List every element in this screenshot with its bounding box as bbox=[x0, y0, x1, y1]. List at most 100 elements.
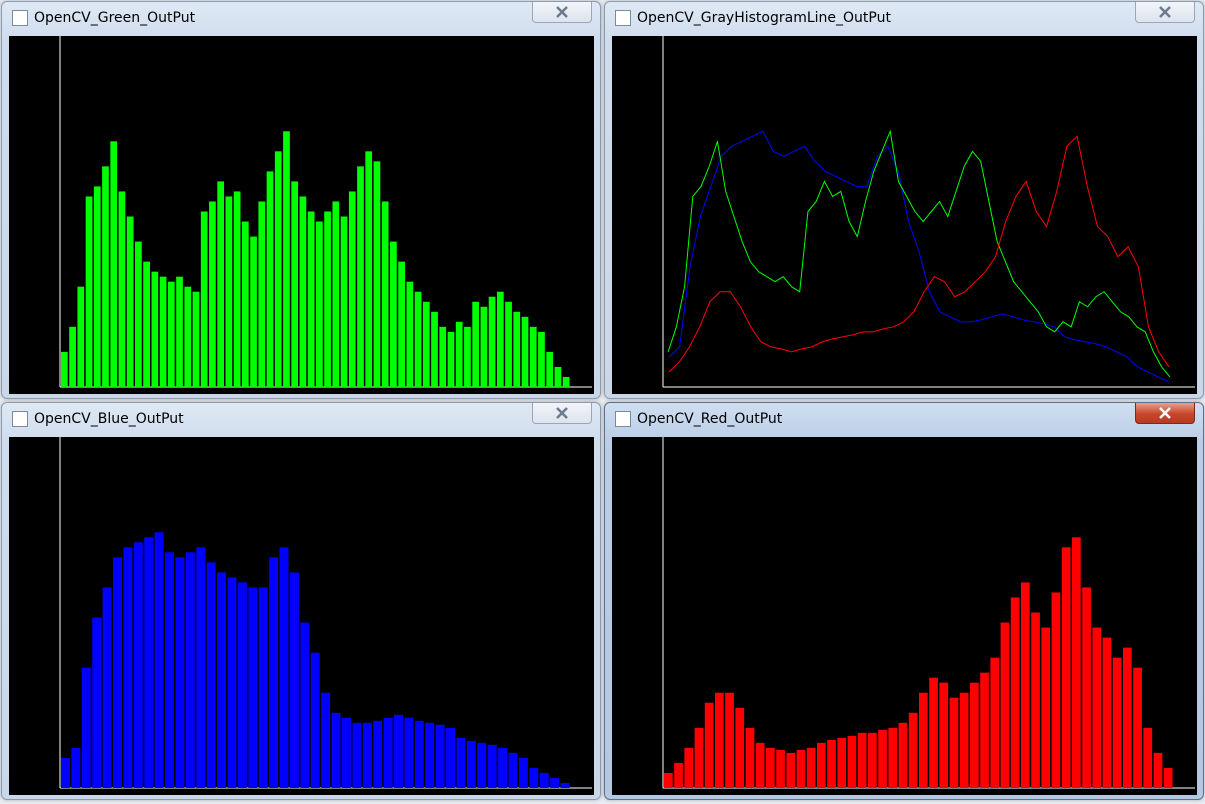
bar bbox=[472, 301, 480, 387]
bar bbox=[352, 722, 362, 788]
app-icon bbox=[615, 411, 631, 427]
close-x bbox=[556, 407, 568, 419]
bar bbox=[126, 216, 134, 387]
bar bbox=[1010, 597, 1020, 788]
close-x bbox=[1159, 6, 1171, 18]
app-icon bbox=[12, 411, 28, 427]
close-button[interactable] bbox=[1135, 2, 1195, 23]
bar bbox=[745, 727, 755, 788]
bar bbox=[196, 547, 206, 788]
close-icon bbox=[1159, 407, 1171, 419]
bar bbox=[176, 276, 183, 387]
bar bbox=[310, 652, 320, 788]
bar bbox=[102, 166, 109, 387]
bar bbox=[837, 737, 847, 788]
bar bbox=[488, 296, 496, 387]
bar bbox=[538, 331, 545, 387]
bar bbox=[154, 532, 164, 788]
bar bbox=[394, 714, 403, 788]
window: OpenCV_Blue_OutPut bbox=[1, 402, 601, 800]
canvas bbox=[9, 437, 594, 795]
window: OpenCV_Red_OutPut bbox=[604, 402, 1204, 800]
bar bbox=[85, 196, 93, 387]
bar bbox=[225, 196, 233, 387]
bar bbox=[827, 739, 836, 788]
window: OpenCV_Green_OutPut bbox=[1, 1, 601, 399]
close-button[interactable] bbox=[532, 403, 592, 424]
bar bbox=[93, 186, 101, 387]
bar bbox=[248, 587, 258, 788]
bar bbox=[342, 717, 351, 788]
bar bbox=[466, 740, 476, 788]
close-icon bbox=[556, 6, 568, 18]
canvas bbox=[612, 437, 1197, 795]
bar bbox=[348, 191, 356, 387]
app-icon bbox=[12, 10, 28, 26]
bar bbox=[283, 131, 290, 387]
bar bbox=[715, 692, 724, 788]
bar bbox=[1112, 657, 1122, 788]
bar bbox=[414, 291, 422, 387]
bar bbox=[505, 301, 512, 387]
bar bbox=[241, 221, 249, 387]
bar bbox=[990, 657, 1000, 788]
bar bbox=[258, 201, 266, 387]
bar bbox=[77, 286, 85, 387]
bar bbox=[69, 326, 76, 387]
bar bbox=[425, 722, 435, 788]
canvas bbox=[9, 36, 594, 394]
bar bbox=[919, 692, 928, 788]
histogram-line bbox=[668, 135, 1170, 373]
bar bbox=[949, 697, 959, 788]
bar bbox=[300, 622, 310, 788]
bar bbox=[455, 321, 463, 387]
bar bbox=[446, 727, 456, 788]
bar bbox=[878, 729, 887, 788]
histogram bbox=[59, 36, 592, 388]
bar bbox=[435, 724, 445, 788]
bar bbox=[151, 271, 159, 387]
bar bbox=[227, 577, 237, 788]
bar bbox=[217, 572, 227, 788]
window-title: OpenCV_Green_OutPut bbox=[34, 10, 196, 26]
bar bbox=[307, 211, 315, 387]
bar bbox=[159, 276, 167, 387]
bar bbox=[167, 281, 175, 387]
bar bbox=[1051, 592, 1061, 788]
bar bbox=[1092, 627, 1102, 788]
bar bbox=[206, 562, 216, 788]
bar bbox=[390, 241, 397, 387]
bar bbox=[857, 732, 867, 788]
bar bbox=[529, 767, 539, 788]
bar bbox=[477, 742, 487, 788]
bar bbox=[1041, 627, 1051, 788]
bar bbox=[373, 720, 383, 788]
app-icon bbox=[615, 10, 631, 26]
bar bbox=[92, 617, 102, 788]
bar bbox=[539, 772, 549, 788]
close-button[interactable] bbox=[1135, 403, 1195, 424]
bar bbox=[269, 557, 279, 788]
bar bbox=[279, 547, 289, 788]
bar bbox=[735, 707, 745, 788]
bar bbox=[175, 557, 185, 788]
bar bbox=[192, 291, 200, 387]
bar bbox=[81, 667, 91, 788]
bar bbox=[496, 291, 504, 387]
bar bbox=[414, 720, 424, 788]
bar bbox=[1031, 612, 1040, 788]
bar bbox=[664, 772, 673, 788]
window-title: OpenCV_GrayHistogramLine_OutPut bbox=[637, 10, 891, 26]
bar bbox=[796, 749, 806, 788]
bar bbox=[456, 737, 466, 788]
bar bbox=[513, 311, 521, 387]
bar bbox=[200, 211, 208, 387]
histogram bbox=[662, 437, 1195, 789]
bar bbox=[898, 722, 908, 788]
bar bbox=[102, 587, 112, 788]
bar bbox=[422, 301, 430, 387]
bar bbox=[118, 191, 126, 387]
bar bbox=[237, 582, 247, 788]
close-button[interactable] bbox=[532, 2, 592, 23]
